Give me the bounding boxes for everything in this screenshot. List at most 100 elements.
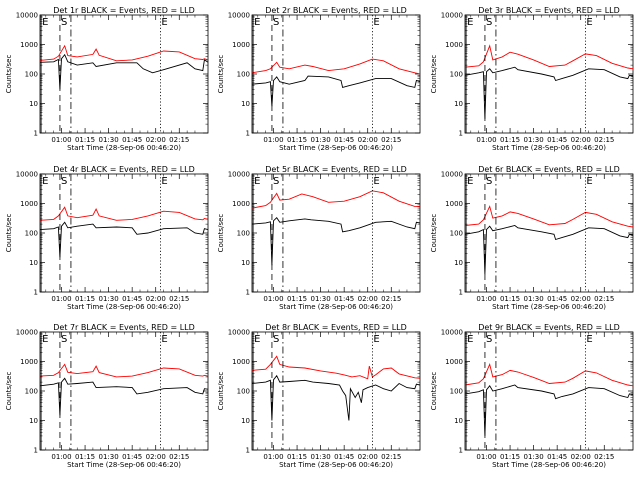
x-axis-label: Start Time (28-Sep-06 00:46:20) <box>67 303 181 311</box>
marker-label: S <box>61 176 67 187</box>
x-tick-label: 01:15 <box>500 453 520 461</box>
x-tick-label: 01:15 <box>287 295 307 303</box>
x-axis-label: Start Time (28-Sep-06 00:46:20) <box>67 461 181 469</box>
y-tick-label: 100 <box>450 388 463 396</box>
y-tick-label: 10000 <box>441 171 463 179</box>
marker-label: S <box>273 17 279 28</box>
y-tick-label: 1 <box>34 447 38 455</box>
y-tick-label: 1 <box>34 289 38 297</box>
marker-label: E <box>467 176 473 187</box>
chart-panel-8: Det 8r BLACK = Events, RED = LLD 1 10 100 10… <box>217 323 421 469</box>
x-tick-label: 01:30 <box>99 136 119 144</box>
y-axis-label: Counts/sec <box>430 214 438 253</box>
x-tick-label: 01:30 <box>524 453 544 461</box>
y-tick-label: 10000 <box>441 329 463 337</box>
marker-label: E <box>586 17 592 28</box>
marker-label: S <box>486 334 492 345</box>
y-axis-label: Counts/sec <box>217 55 225 94</box>
x-tick-label: 01:45 <box>334 295 354 303</box>
x-tick-label: 02:00 <box>358 295 378 303</box>
marker-label: E <box>467 334 473 345</box>
series-line-lld <box>40 363 208 378</box>
y-tick-label: 100 <box>25 71 38 79</box>
x-tick-label: 01:30 <box>311 453 331 461</box>
x-tick-label: 01:15 <box>75 136 95 144</box>
x-tick-label: 01:15 <box>287 136 307 144</box>
x-tick-label: 02:00 <box>571 136 591 144</box>
y-tick-label: 10 <box>454 259 463 267</box>
y-tick-label: 10 <box>29 417 38 425</box>
x-tick-label: 02:00 <box>358 136 378 144</box>
x-tick-label: 01:00 <box>51 136 71 144</box>
panel-title: Det 3r BLACK = Events, RED = LLD <box>478 6 620 15</box>
x-tick-label: 01:30 <box>311 136 331 144</box>
x-tick-label: 02:15 <box>381 453 401 461</box>
y-tick-label: 10000 <box>228 329 250 337</box>
series-line-lld <box>252 58 420 75</box>
panel-title: Det 2r BLACK = Events, RED = LLD <box>265 6 407 15</box>
y-tick-label: 100 <box>237 71 250 79</box>
marker-label: S <box>273 176 279 187</box>
y-tick-label: 1000 <box>232 358 250 366</box>
x-axis-label: Start Time (28-Sep-06 00:46:20) <box>492 144 606 152</box>
x-tick-label: 01:00 <box>476 453 496 461</box>
y-tick-label: 1 <box>459 289 463 297</box>
series-line-events <box>40 221 208 258</box>
x-tick-label: 02:15 <box>169 136 189 144</box>
y-tick-label: 10000 <box>228 171 250 179</box>
y-tick-label: 1000 <box>20 358 38 366</box>
series-line-events <box>40 53 208 90</box>
x-tick-label: 02:00 <box>146 295 166 303</box>
x-tick-label: 01:00 <box>476 136 496 144</box>
y-tick-label: 1000 <box>445 41 463 49</box>
y-tick-label: 100 <box>25 230 38 238</box>
y-tick-label: 1000 <box>20 41 38 49</box>
series-line-lld <box>40 206 208 221</box>
x-tick-label: 01:00 <box>263 136 283 144</box>
x-tick-label: 01:15 <box>287 453 307 461</box>
y-tick-label: 10000 <box>16 171 38 179</box>
y-tick-label: 1 <box>34 130 38 138</box>
x-tick-label: 02:15 <box>169 295 189 303</box>
y-tick-label: 10 <box>241 259 250 267</box>
x-tick-label: 02:00 <box>571 295 591 303</box>
plot-frame <box>464 331 634 451</box>
chart-panel-3: Det 3r BLACK = Events, RED = LLD 1 10 100 10… <box>430 6 634 152</box>
marker-label: E <box>42 334 48 345</box>
x-tick-label: 02:15 <box>594 136 614 144</box>
series-line-lld <box>40 44 208 62</box>
x-tick-label: 01:30 <box>99 453 119 461</box>
panel-title: Det 8r BLACK = Events, RED = LLD <box>265 323 407 332</box>
plot-frame <box>251 14 421 134</box>
x-tick-label: 01:30 <box>524 136 544 144</box>
plot-frame <box>251 331 421 451</box>
plot-frame <box>251 173 421 293</box>
x-tick-label: 01:45 <box>334 453 354 461</box>
x-tick-label: 02:00 <box>358 453 378 461</box>
plot-frame <box>39 331 209 451</box>
y-tick-label: 10 <box>29 100 38 108</box>
x-tick-label: 01:30 <box>311 295 331 303</box>
x-tick-label: 02:15 <box>381 295 401 303</box>
marker-label: E <box>373 334 379 345</box>
y-tick-label: 1000 <box>445 358 463 366</box>
panel-title: Det 4r BLACK = Events, RED = LLD <box>53 165 195 174</box>
y-axis-label: Counts/sec <box>430 55 438 94</box>
y-tick-label: 1000 <box>232 200 250 208</box>
y-tick-label: 100 <box>25 388 38 396</box>
plot-frame <box>464 14 634 134</box>
x-tick-label: 01:15 <box>75 453 95 461</box>
x-tick-label: 02:15 <box>594 453 614 461</box>
y-tick-label: 10 <box>241 417 250 425</box>
x-tick-label: 01:15 <box>500 136 520 144</box>
y-tick-label: 10 <box>29 259 38 267</box>
y-tick-label: 1000 <box>20 200 38 208</box>
series-line-events <box>252 217 420 266</box>
x-axis-label: Start Time (28-Sep-06 00:46:20) <box>492 461 606 469</box>
y-tick-label: 100 <box>237 388 250 396</box>
x-tick-label: 01:45 <box>547 136 567 144</box>
marker-label: E <box>42 17 48 28</box>
x-axis-label: Start Time (28-Sep-06 00:46:20) <box>492 303 606 311</box>
marker-label: S <box>61 334 67 345</box>
